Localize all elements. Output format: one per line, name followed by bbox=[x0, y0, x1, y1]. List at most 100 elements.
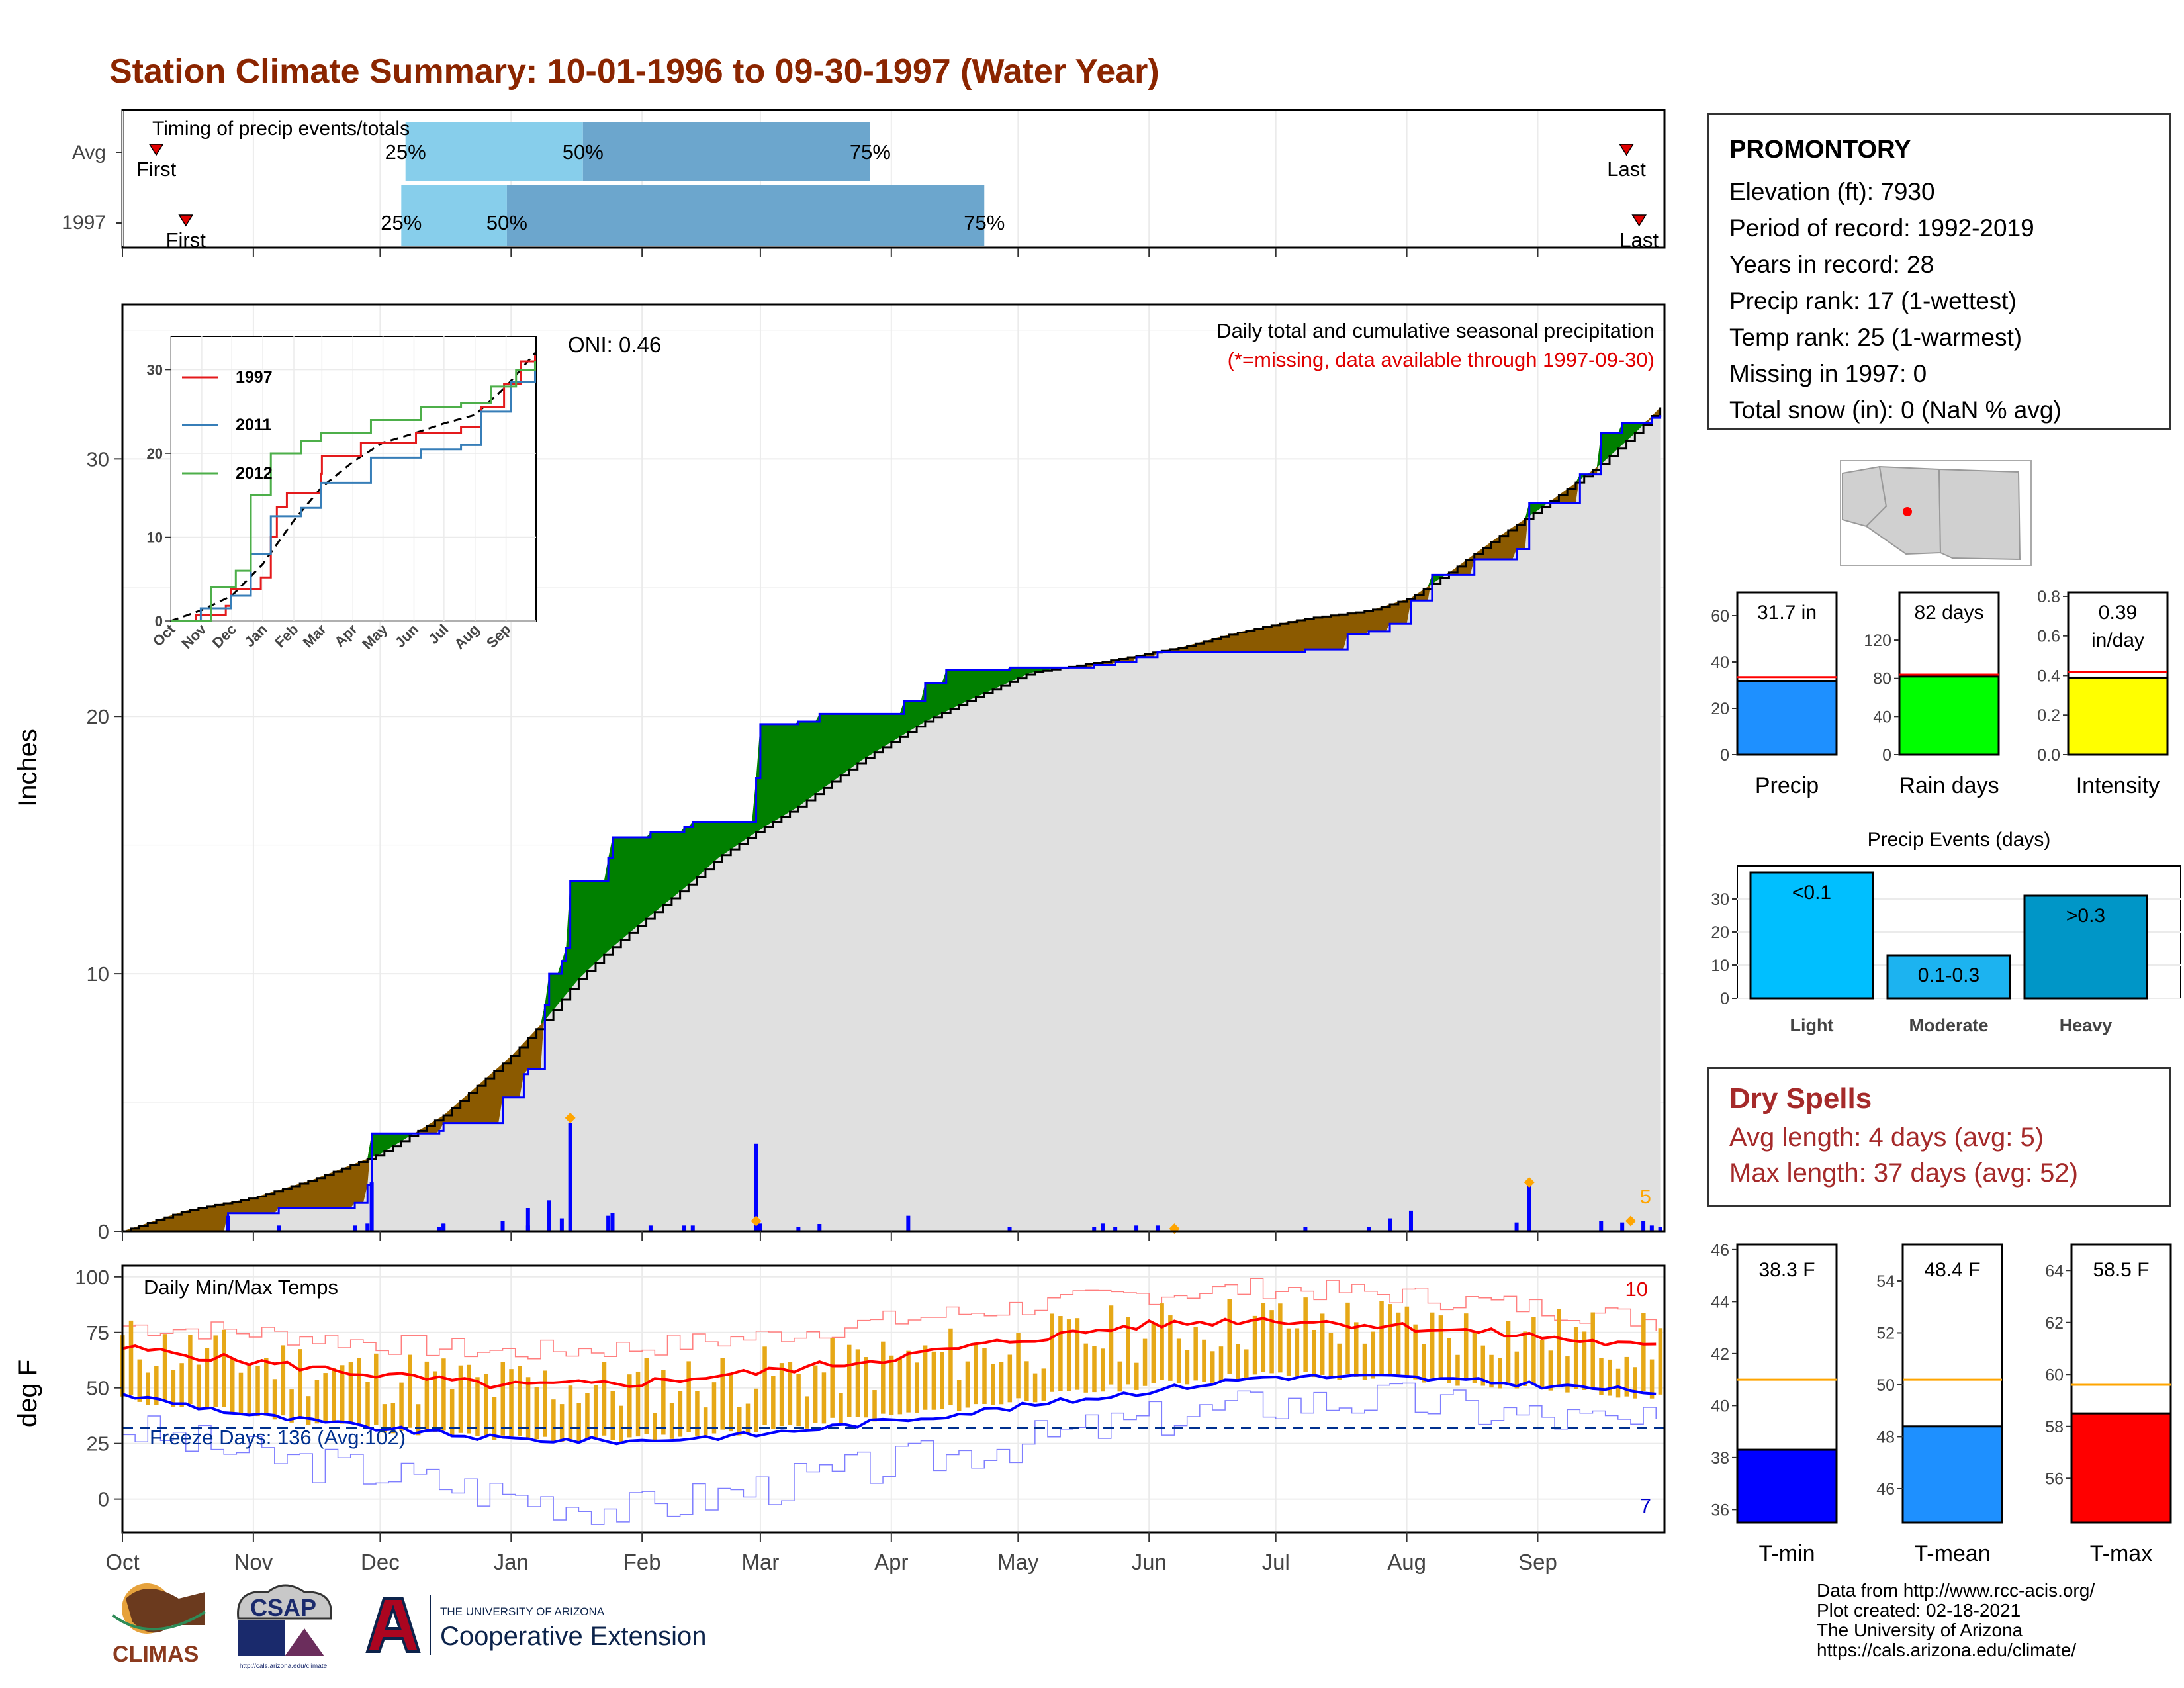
daily-temp-range-bar bbox=[653, 1413, 657, 1442]
inset-series-2012 bbox=[171, 361, 536, 622]
daily-temp-range-bar bbox=[593, 1385, 598, 1439]
daily-temp-range-bar bbox=[965, 1361, 970, 1408]
daily-precip-bar bbox=[525, 1225, 530, 1231]
daily-temp-range-bar bbox=[1345, 1302, 1350, 1374]
daily-temp-range-bar bbox=[796, 1374, 801, 1427]
daily-temp-range-bar bbox=[1396, 1312, 1401, 1377]
daily-temp-range-bar bbox=[1312, 1329, 1316, 1378]
daily-temp-range-bar bbox=[390, 1403, 396, 1434]
daily-precip-bar bbox=[690, 1225, 695, 1231]
oni-label: ONI: 0.46 bbox=[568, 332, 661, 357]
temp-bar-tick-label: 42 bbox=[1711, 1345, 1729, 1364]
daily-precip-bar bbox=[1527, 1185, 1531, 1231]
daily-temp-range-bar bbox=[188, 1335, 193, 1405]
climas-text: CLIMAS bbox=[113, 1642, 199, 1667]
daily-precip-bar bbox=[226, 1215, 230, 1231]
daily-precip-bar bbox=[559, 1218, 564, 1231]
temp-bar-tick-label: 46 bbox=[1876, 1480, 1895, 1499]
daily-precip-bar bbox=[648, 1225, 653, 1231]
pe-bar bbox=[1886, 954, 2011, 1000]
temp-bar-tick-label: 54 bbox=[1876, 1272, 1895, 1291]
pe-category-label: Heavy bbox=[2060, 1015, 2113, 1035]
daily-temp-range-bar bbox=[179, 1363, 184, 1407]
daily-temp-range-bar bbox=[669, 1403, 674, 1439]
daily-precip-bar bbox=[1388, 1224, 1392, 1231]
daily-temp-range-bar bbox=[644, 1358, 649, 1434]
first-event-marker bbox=[148, 144, 164, 156]
stat-value-label: 0.39 bbox=[2099, 602, 2137, 624]
extreme-precip-marker bbox=[751, 1215, 762, 1227]
daily-temp-range-bar bbox=[839, 1393, 843, 1425]
avg-p75-label: 75% bbox=[850, 140, 891, 164]
daily-temp-range-bar bbox=[357, 1358, 361, 1425]
daily-temp-range-bar bbox=[754, 1388, 759, 1432]
station-location-marker bbox=[1903, 507, 1912, 516]
daily-temp-range-bar bbox=[365, 1382, 370, 1429]
daily-temp-range-bar bbox=[762, 1346, 767, 1425]
logos: CLIMAS CSAP http://cals.arizona.edu/clim… bbox=[111, 1583, 706, 1670]
daily-temp-range-bar bbox=[323, 1373, 328, 1423]
timing-chart: Timing of precip events/totals Avg 1997 … bbox=[62, 109, 1666, 257]
temp-bar-T-mean bbox=[1901, 1425, 2003, 1524]
main-ytick-label: 10 bbox=[87, 962, 109, 986]
stat-bars: 0 20 40 60 31.7 in Precip 0 40 80 120 82 days Rain … bbox=[1711, 588, 2169, 798]
daily-temp-range-bar bbox=[1142, 1338, 1148, 1386]
daily-temp-range-bar bbox=[1447, 1338, 1451, 1383]
inset-legend-2011: 2011 bbox=[236, 416, 271, 434]
daily-temp-range-bar bbox=[729, 1374, 733, 1432]
credit-plot-created: Plot created: 02-18-2021 bbox=[1817, 1600, 2021, 1620]
station-missing: Missing in 1997: 0 bbox=[1729, 360, 1927, 387]
daily-temp-range-bar bbox=[686, 1361, 691, 1432]
pe-category-label: Light bbox=[1790, 1015, 1834, 1035]
daily-temp-range-bar bbox=[1565, 1356, 1570, 1393]
daily-temp-range-bar bbox=[720, 1358, 725, 1430]
temp-ytick-label: 75 bbox=[87, 1321, 109, 1344]
pe-tick-label: 30 bbox=[1711, 890, 1729, 909]
daily-temp-range-bar bbox=[805, 1396, 809, 1429]
daily-temp-range-bar bbox=[1252, 1315, 1257, 1375]
ua-logo: THE UNIVERSITY OF ARIZONA Cooperative Ex… bbox=[365, 1595, 706, 1655]
daily-temp-range-bar bbox=[1160, 1303, 1164, 1380]
main-ytick-label: 30 bbox=[87, 447, 109, 471]
daily-temp-range-bar bbox=[525, 1377, 531, 1438]
daily-temp-range-bar bbox=[1599, 1358, 1604, 1395]
daily-temp-range-bar bbox=[424, 1361, 430, 1430]
month-label: Jan bbox=[494, 1550, 529, 1574]
daily-temp-range-bar bbox=[128, 1320, 134, 1396]
temp-bar-tick-label: 38 bbox=[1711, 1449, 1729, 1468]
daily-temp-range-bar bbox=[999, 1362, 1004, 1405]
stat-tick-label: 120 bbox=[1864, 632, 1891, 650]
freeze-days: Freeze Days: 136 (Avg:102) bbox=[150, 1426, 406, 1449]
daily-temp-range-bar bbox=[711, 1382, 717, 1434]
daily-temp-range-bar bbox=[1041, 1368, 1046, 1401]
climas-logo: CLIMAS bbox=[111, 1583, 206, 1667]
dry-spells-max: Max length: 37 days (avg: 52) bbox=[1729, 1158, 2078, 1188]
daily-precip-bar bbox=[1092, 1227, 1097, 1231]
daily-precip-bar bbox=[277, 1225, 281, 1231]
daily-temp-range-bar bbox=[534, 1387, 539, 1440]
csap-text: CSAP bbox=[250, 1594, 316, 1621]
daily-temp-range-bar bbox=[374, 1353, 379, 1425]
daily-precip-bar bbox=[568, 1123, 572, 1231]
daily-precip-bar bbox=[1408, 1210, 1413, 1231]
daily-temp-range-bar bbox=[137, 1359, 142, 1402]
temp-ylabel: deg F bbox=[13, 1360, 42, 1427]
daily-temp-range-bar bbox=[1371, 1331, 1376, 1379]
daily-precip-bar bbox=[1155, 1225, 1160, 1231]
daily-temp-range-bar bbox=[1100, 1348, 1105, 1392]
daily-temp-range-bar bbox=[1210, 1351, 1215, 1383]
avg-min-line bbox=[122, 1374, 1657, 1446]
cumulative-1997-line bbox=[122, 415, 1662, 1233]
year-last-label: Last bbox=[1619, 228, 1659, 252]
temp-bar-tick-label: 64 bbox=[2045, 1262, 2064, 1280]
last-event-marker bbox=[1619, 144, 1634, 156]
daily-temp-range-bar bbox=[222, 1329, 226, 1407]
daily-temp-range-bar bbox=[1430, 1312, 1435, 1379]
daily-temp-range-bar bbox=[576, 1403, 581, 1442]
daily-temp-range-bar bbox=[1126, 1317, 1130, 1385]
daily-precip-bar bbox=[525, 1208, 530, 1231]
daily-temp-range-bar bbox=[1016, 1333, 1021, 1399]
stat-category-label: Precip bbox=[1755, 773, 1819, 798]
daily-temp-range-bar bbox=[500, 1362, 506, 1436]
daily-temp-range-bar bbox=[264, 1358, 269, 1416]
